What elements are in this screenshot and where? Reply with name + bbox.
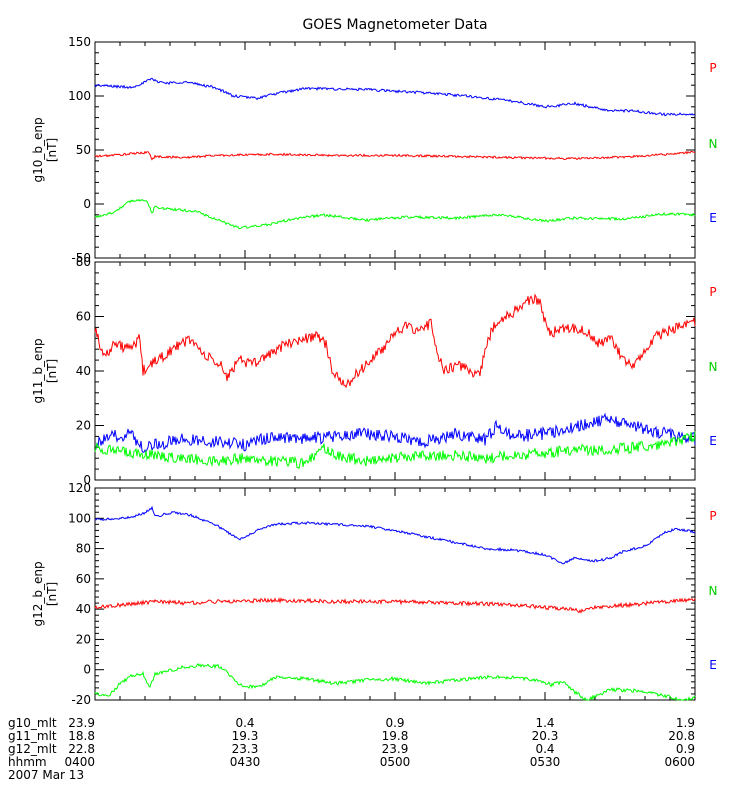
legend-letter-E: E xyxy=(709,211,717,225)
legend-letter-E: E xyxy=(709,658,717,672)
legend-letter-P: P xyxy=(709,509,716,523)
footer-value: 19.3 xyxy=(232,729,259,743)
footer-row-label: hhmm xyxy=(8,755,47,769)
footer-value: 19.8 xyxy=(382,729,409,743)
y-tick-label: 20 xyxy=(76,419,91,433)
series-line-N xyxy=(94,597,696,614)
footer-value: 23.3 xyxy=(232,742,259,756)
series-line-P xyxy=(94,412,696,454)
legend-letter-N: N xyxy=(709,360,718,374)
panel-1: -50 0 50 100 150 g10_b_enp [nT] P N E xyxy=(31,35,717,265)
y-tick-label: 50 xyxy=(76,143,91,157)
footer-value: 1.4 xyxy=(535,716,554,730)
series-line-E xyxy=(94,198,696,230)
y-tick-label: 40 xyxy=(76,364,91,378)
y-axis-units: [nT] xyxy=(45,138,59,162)
y-tick-label: 120 xyxy=(68,481,91,495)
footer-value: 0.4 xyxy=(535,742,554,756)
y-tick-label: 0 xyxy=(83,663,91,677)
y-tick-label: 60 xyxy=(76,310,91,324)
y-axis-units: [nT] xyxy=(45,359,59,383)
footer-value: 18.8 xyxy=(68,729,95,743)
footer-value: 0430 xyxy=(230,755,261,769)
y-tick-label: 100 xyxy=(68,89,91,103)
y-tick-label: 40 xyxy=(76,602,91,616)
y-tick-label: 100 xyxy=(68,511,91,525)
panel-2: 0 20 40 60 80 g11_b_enp [nT] P N E xyxy=(31,255,717,487)
y-tick-label: 0 xyxy=(83,197,91,211)
footer-date: 2007 Mar 13 xyxy=(8,768,84,782)
footer-value: 0.4 xyxy=(235,716,254,730)
y-tick-label: -50 xyxy=(71,251,91,265)
footer-value: 1.9 xyxy=(676,716,695,730)
legend-letter-N: N xyxy=(709,584,718,598)
series-line-P xyxy=(95,505,696,565)
y-tick-label: 0 xyxy=(83,473,91,487)
legend-letter-P: P xyxy=(709,285,716,299)
series-line-E xyxy=(94,663,696,701)
y-tick-label: -20 xyxy=(71,693,91,707)
panel-frame xyxy=(94,261,696,481)
footer-value: 23.9 xyxy=(68,716,95,730)
panel-3: -20 0 20 40 60 80 100 120 g12_b_enp [nT] P N E xyxy=(31,481,717,707)
legend-letter-E: E xyxy=(709,434,717,448)
footer-value: 20.8 xyxy=(668,729,695,743)
footer-row-label: g11_mlt xyxy=(8,729,57,743)
y-axis-label: g12_b_enp xyxy=(31,561,45,626)
footer-value: 23.9 xyxy=(382,742,409,756)
footer-value: 0.9 xyxy=(676,742,695,756)
footer-row-label: g12_mlt xyxy=(8,742,57,756)
series-line-P xyxy=(94,77,696,117)
footer-value: 0400 xyxy=(64,755,95,769)
y-axis-label: g10_b_enp xyxy=(31,117,45,182)
y-tick-label: 80 xyxy=(76,255,91,269)
y-tick-label: 150 xyxy=(68,35,91,49)
y-axis-label: g11_b_enp xyxy=(31,338,45,403)
footer-value: 0600 xyxy=(664,755,695,769)
panel-frame xyxy=(94,41,696,259)
footer-value: 20.3 xyxy=(532,729,559,743)
footer-value: 0.9 xyxy=(385,716,404,730)
footer-row-label: g10_mlt xyxy=(8,716,57,730)
footer-value: 0500 xyxy=(380,755,411,769)
y-tick-label: 20 xyxy=(76,632,91,646)
footer-value: 0530 xyxy=(530,755,561,769)
y-axis-units: [nT] xyxy=(45,582,59,606)
series-line-E xyxy=(94,431,696,470)
legend-letter-P: P xyxy=(709,61,716,75)
footer-table: g10_mlt 23.9 0.4 0.9 1.4 1.9 g11_mlt 18.8 19.3 19… xyxy=(8,716,695,782)
series-line-N xyxy=(94,293,696,389)
y-tick-label: 60 xyxy=(76,572,91,586)
series-line-N xyxy=(94,150,696,161)
y-tick-label: 80 xyxy=(76,542,91,556)
chart-title: GOES Magnetometer Data xyxy=(302,17,487,33)
legend-letter-N: N xyxy=(709,137,718,151)
footer-value: 22.8 xyxy=(68,742,95,756)
